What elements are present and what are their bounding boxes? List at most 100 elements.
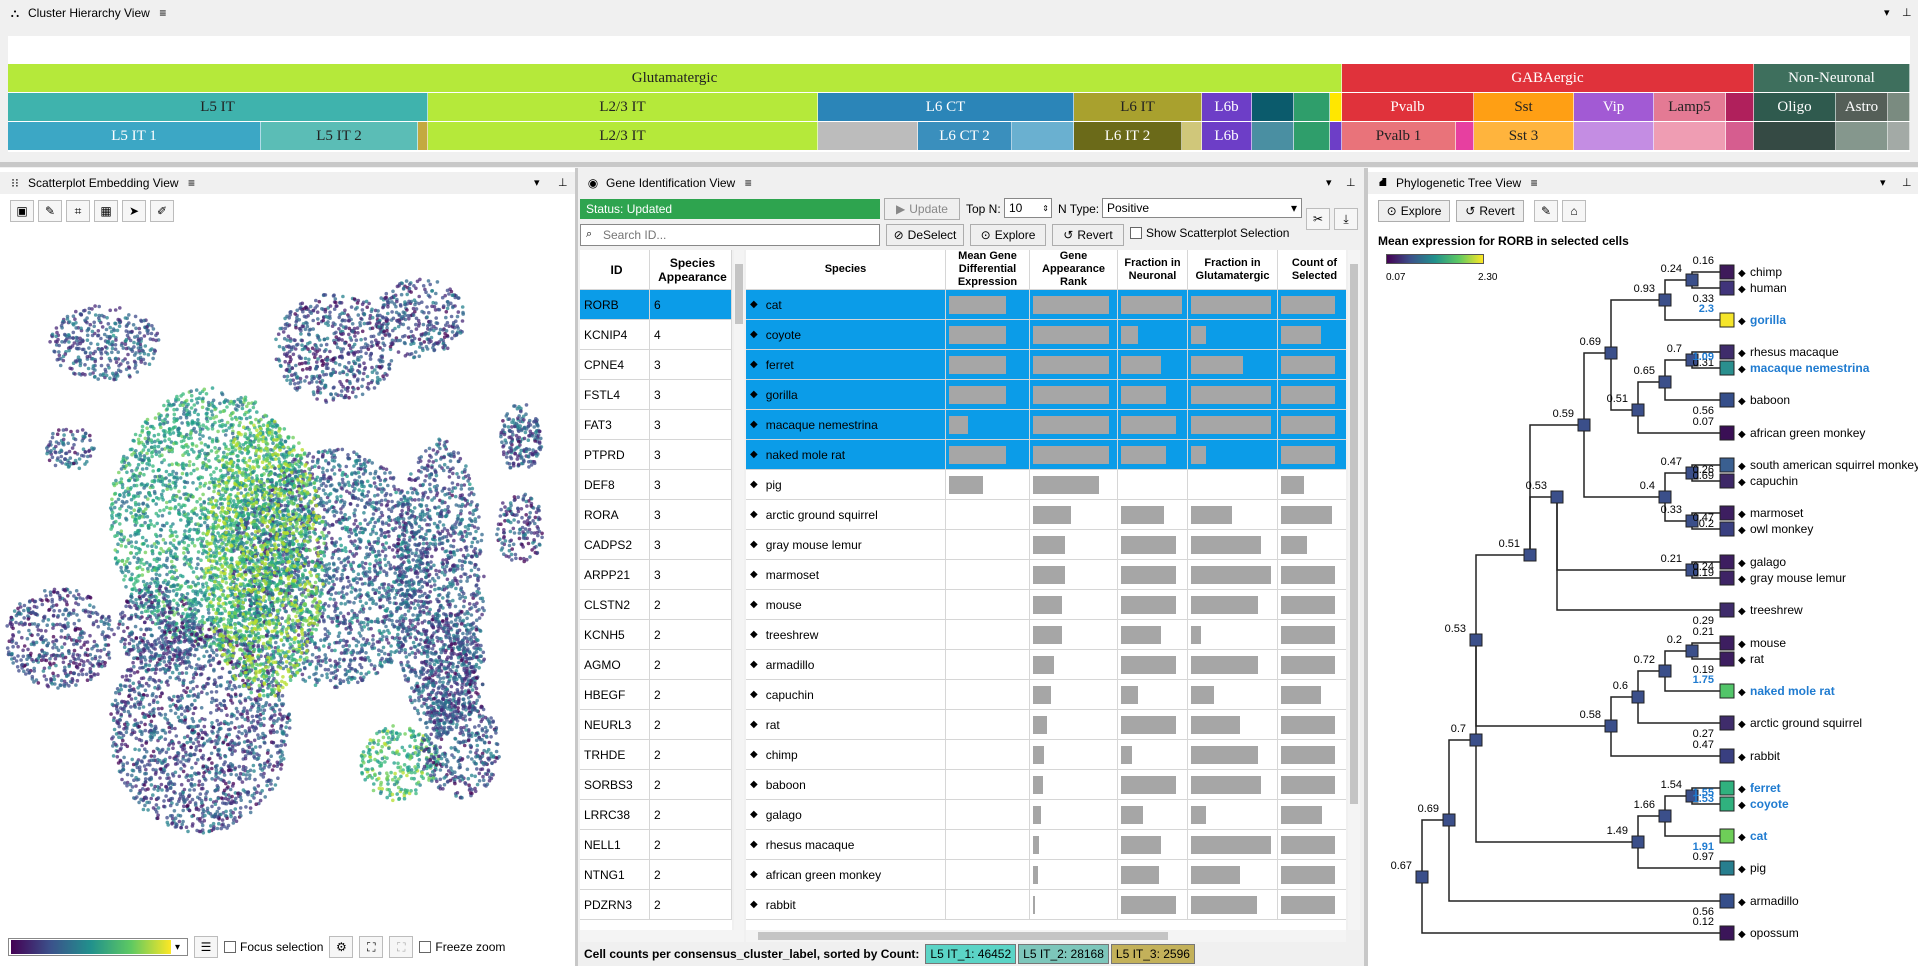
pen-icon[interactable]: ✎ (1534, 200, 1558, 222)
table-row[interactable]: ◆ gray mouse lemur (746, 530, 1346, 560)
menu-icon[interactable]: ≡ (188, 176, 196, 190)
focus-checkbox[interactable] (224, 941, 236, 953)
pin-icon[interactable]: ⊥ (558, 177, 568, 189)
right-table-scrollbar[interactable] (1348, 250, 1360, 930)
search-input[interactable] (580, 224, 880, 246)
cluster-cell[interactable] (1726, 122, 1754, 150)
pin-icon[interactable]: ⊥ (1902, 177, 1912, 189)
left-h-scrollbar[interactable] (580, 930, 744, 942)
cluster-cell[interactable]: Non-Neuronal (1754, 64, 1910, 92)
cluster-cell[interactable] (1294, 93, 1330, 121)
cluster-count-chip[interactable]: L5 IT_1: 46452 (925, 944, 1017, 964)
table-row[interactable]: HBEGF 2 (580, 680, 732, 710)
table-row[interactable]: PTPRD 3 (580, 440, 732, 470)
table-row[interactable]: ◆ marmoset (746, 560, 1346, 590)
table-row[interactable]: ◆ rhesus macaque (746, 830, 1346, 860)
table-row[interactable]: ◆ treeshrew (746, 620, 1346, 650)
table-row[interactable]: ◆ baboon (746, 770, 1346, 800)
cluster-cell[interactable]: L6b (1202, 93, 1252, 121)
ntype-select[interactable]: Positive ▾ (1102, 198, 1302, 218)
table-row[interactable]: DEF8 3 (580, 470, 732, 500)
freeze-zoom-toggle[interactable]: Freeze zoom (419, 940, 505, 954)
revert-button[interactable]: ↺ Revert (1052, 224, 1124, 246)
table-row[interactable]: NTNG1 2 (580, 860, 732, 890)
column-header[interactable]: Species Appearance (650, 250, 732, 289)
focus-selection-toggle[interactable]: Focus selection (224, 940, 323, 954)
table-row[interactable]: NEURL3 2 (580, 710, 732, 740)
cluster-cell[interactable]: Oligo (1754, 93, 1836, 121)
tree-explore-button[interactable]: ⊙ Explore (1378, 200, 1450, 222)
lasso-tool-icon[interactable]: ✐ (150, 200, 174, 222)
table-row[interactable]: ◆ cat (746, 290, 1346, 320)
deselect-button[interactable]: ⊘ DeSelect (886, 224, 964, 246)
cluster-cell[interactable]: Pvalb (1342, 93, 1474, 121)
table-row[interactable]: ◆ arctic ground squirrel (746, 500, 1346, 530)
cluster-cell[interactable] (1294, 122, 1330, 150)
explore-button[interactable]: ⊙ Explore (970, 224, 1046, 246)
list-icon[interactable]: ☰ (194, 936, 218, 958)
cluster-cell[interactable]: Glutamatergic (8, 64, 1342, 92)
column-header[interactable]: Fraction in Glutamatergic (1188, 250, 1278, 289)
cluster-cell[interactable]: Vip (1574, 93, 1654, 121)
column-header[interactable]: Mean Gene Differential Expression (946, 250, 1030, 289)
cluster-cell[interactable]: L6 CT (818, 93, 1074, 121)
table-row[interactable]: ◆ coyote (746, 320, 1346, 350)
cluster-cell[interactable] (1330, 122, 1342, 150)
menu-icon[interactable]: ≡ (159, 6, 167, 20)
dropdown-arrow-icon[interactable]: ▾ (1884, 7, 1890, 19)
table-row[interactable]: ◆ armadillo (746, 650, 1346, 680)
dropdown-arrow-icon[interactable]: ▾ (1326, 177, 1332, 189)
table-row[interactable]: ◆ mouse (746, 590, 1346, 620)
table-row[interactable]: CADPS2 3 (580, 530, 732, 560)
crop-tool-icon[interactable]: ⌗ (66, 200, 90, 222)
table-row[interactable]: KCNH5 2 (580, 620, 732, 650)
pointer-tool-icon[interactable]: ➤ (122, 200, 146, 222)
divider[interactable] (575, 168, 578, 966)
cluster-cell[interactable] (1252, 93, 1294, 121)
table-row[interactable]: ◆ capuchin (746, 680, 1346, 710)
basket-icon[interactable]: ⌂ (1562, 200, 1586, 222)
cluster-cell[interactable] (1330, 93, 1342, 121)
table-row[interactable]: ◆ pig (746, 470, 1346, 500)
cluster-count-chip[interactable]: L5 IT_3: 2596 (1110, 944, 1195, 964)
cluster-cell[interactable]: L2/3 IT (428, 93, 818, 121)
cluster-cell[interactable] (818, 122, 918, 150)
table-row[interactable]: ◆ rat (746, 710, 1346, 740)
cluster-cell[interactable] (418, 122, 428, 150)
column-header[interactable]: Species (746, 250, 946, 289)
cluster-cell[interactable] (1888, 122, 1910, 150)
table-row[interactable]: ◆ african green monkey (746, 860, 1346, 890)
table-row[interactable]: ◆ rabbit (746, 890, 1346, 920)
cluster-cell[interactable]: Astro (1836, 93, 1888, 121)
cluster-cell[interactable] (1754, 122, 1836, 150)
stepper-arrows-icon[interactable]: ⇕ (1042, 203, 1049, 213)
cluster-cell[interactable]: L6 IT 2 (1074, 122, 1182, 150)
column-header[interactable]: Gene Appearance Rank (1030, 250, 1118, 289)
cluster-cell[interactable]: GABAergic (1342, 64, 1754, 92)
cluster-cell[interactable]: Sst (1474, 93, 1574, 121)
hierarchy-canvas[interactable]: Glutamatergic GABAergic Non-Neuronal L5 IT… (8, 36, 1910, 152)
cluster-cell[interactable]: L2/3 IT (428, 122, 818, 150)
cluster-cell[interactable] (1836, 122, 1888, 150)
cluster-cell[interactable]: Lamp5 (1654, 93, 1726, 121)
table-row[interactable]: ◆ ferret (746, 350, 1346, 380)
cluster-cell[interactable] (1654, 122, 1726, 150)
table-row[interactable]: ◆ galago (746, 800, 1346, 830)
cluster-cell[interactable]: Pvalb 1 (1342, 122, 1456, 150)
table-row[interactable]: RORA 3 (580, 500, 732, 530)
fullscreen-icon[interactable]: ⛶ (389, 936, 414, 958)
fit-view-icon[interactable]: ⛶ (359, 936, 384, 958)
table-row[interactable]: RORB 6 (580, 290, 732, 320)
cluster-cell[interactable]: L6 CT 2 (918, 122, 1012, 150)
cluster-cell[interactable]: Sst 3 (1474, 122, 1574, 150)
cluster-cell[interactable] (1182, 122, 1202, 150)
table-row[interactable]: FSTL4 3 (580, 380, 732, 410)
cluster-cell[interactable] (1252, 122, 1294, 150)
left-table-scrollbar[interactable] (734, 250, 744, 930)
scatter-plot[interactable] (0, 228, 575, 928)
table-row[interactable]: FAT3 3 (580, 410, 732, 440)
colormap-select[interactable]: ▾ (8, 938, 188, 956)
table-row[interactable]: PDZRN3 2 (580, 890, 732, 920)
cluster-cell[interactable]: L6 IT (1074, 93, 1202, 121)
table-row[interactable]: ◆ gorilla (746, 380, 1346, 410)
